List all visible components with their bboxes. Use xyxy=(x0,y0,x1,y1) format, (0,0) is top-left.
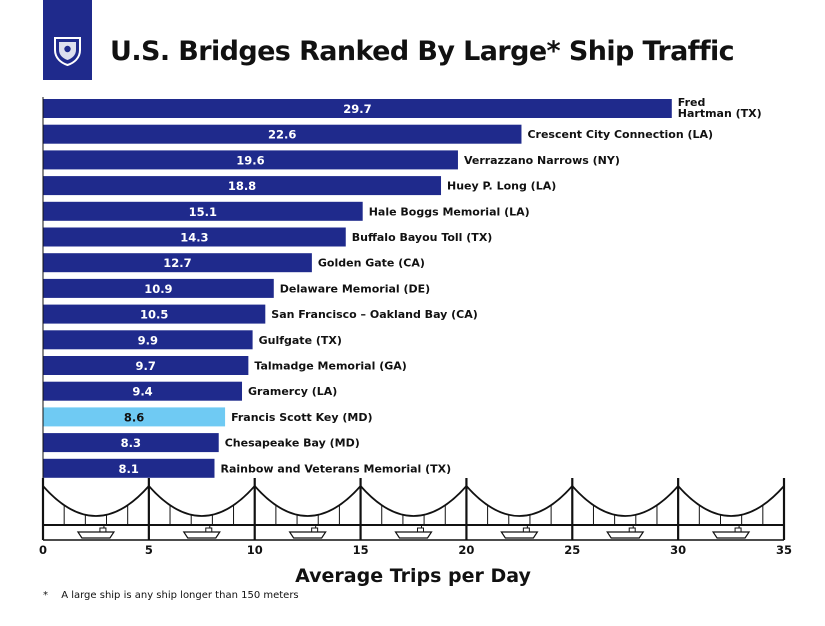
shield-icon xyxy=(54,37,81,67)
ship-icon xyxy=(711,525,751,539)
bar-12 xyxy=(43,381,243,401)
category-label: Talmadge Memorial (GA) xyxy=(254,360,406,373)
footnote-text: A large ship is any ship longer than 150… xyxy=(61,590,299,601)
ship-icons xyxy=(76,525,751,539)
bar-11 xyxy=(43,356,249,375)
bar-4 xyxy=(43,176,442,196)
category-label: Verrazzano Narrows (NY) xyxy=(464,154,620,167)
category-label: Gramercy (LA) xyxy=(248,385,337,398)
category-label: Francis Scott Key (MD) xyxy=(231,411,372,424)
bar-value-label: 10.9 xyxy=(144,282,172,296)
x-tick-label: 20 xyxy=(458,543,474,557)
bar-value-label: 9.7 xyxy=(135,359,155,373)
bar-7 xyxy=(43,253,312,273)
bar-2 xyxy=(43,124,522,144)
ship-icon xyxy=(394,525,433,539)
bar-value-label: 18.8 xyxy=(228,179,256,193)
bridge-decoration xyxy=(41,478,786,540)
bar-value-label: 9.9 xyxy=(138,333,158,347)
bar-value-label: 15.1 xyxy=(189,205,217,219)
x-axis-label: Average Trips per Day xyxy=(295,565,531,587)
bar-10 xyxy=(43,330,253,350)
bar-9 xyxy=(43,304,266,324)
x-tick-label: 10 xyxy=(247,543,263,557)
bar-value-label: 8.1 xyxy=(119,462,139,476)
ship-icon xyxy=(500,525,539,539)
bar-value-label: 14.3 xyxy=(180,231,208,245)
bar-5 xyxy=(43,201,363,221)
category-label: Golden Gate (CA) xyxy=(318,257,425,270)
bar-value-label: 29.7 xyxy=(343,102,371,116)
x-tick-label: 35 xyxy=(776,543,792,557)
category-label: Buffalo Bayou Toll (TX) xyxy=(352,231,493,244)
category-label: San Francisco – Oakland Bay (CA) xyxy=(271,308,478,321)
bar-6 xyxy=(43,227,346,247)
ship-icon xyxy=(182,525,221,539)
category-label: Chesapeake Bay (MD) xyxy=(225,437,360,450)
x-tick-label: 25 xyxy=(564,543,580,557)
bar-value-label: 8.6 xyxy=(124,410,144,424)
bar-value-label: 10.5 xyxy=(140,308,168,322)
bar-value-label: 22.6 xyxy=(268,128,296,142)
university-shield-logo xyxy=(43,0,92,80)
bar-value-label: 12.7 xyxy=(163,256,191,270)
x-tick-label: 0 xyxy=(39,543,47,557)
x-tick-label: 5 xyxy=(145,543,153,557)
x-tick-label: 15 xyxy=(353,543,369,557)
bar-13 xyxy=(43,407,226,427)
category-label: Hale Boggs Memorial (LA) xyxy=(369,205,530,218)
category-label: Huey P. Long (LA) xyxy=(447,180,556,193)
bar-value-label: 9.4 xyxy=(132,385,152,399)
category-label: Crescent City Connection (LA) xyxy=(527,128,713,141)
bar-value-label: 19.6 xyxy=(236,153,264,167)
bar-8 xyxy=(43,278,274,298)
x-tick-label: 30 xyxy=(670,543,686,557)
ship-icon xyxy=(606,525,645,539)
bar-14 xyxy=(43,433,219,453)
footnote-marker: * xyxy=(43,590,48,601)
category-label: Fred Hartman (TX) xyxy=(678,96,762,120)
bar-value-label: 8.3 xyxy=(121,436,141,450)
ship-icon xyxy=(76,525,116,539)
category-label: Rainbow and Veterans Memorial (TX) xyxy=(220,462,451,475)
bar-series: 29.7 Fred Hartman (TX) 22.6 Crescent City Co… xyxy=(42,96,762,480)
bar-15 xyxy=(43,458,215,478)
category-label: Gulfgate (TX) xyxy=(259,334,342,347)
bar-1 xyxy=(43,99,672,118)
footnote: * A large ship is any ship longer than 1… xyxy=(43,590,299,601)
page-title: U.S. Bridges Ranked By Large* Ship Traff… xyxy=(110,36,735,67)
category-label: Delaware Memorial (DE) xyxy=(280,282,430,295)
ship-icon xyxy=(288,525,327,539)
x-axis: 0 5 10 15 20 25 30 35 xyxy=(39,539,792,557)
bar-3 xyxy=(43,150,458,170)
